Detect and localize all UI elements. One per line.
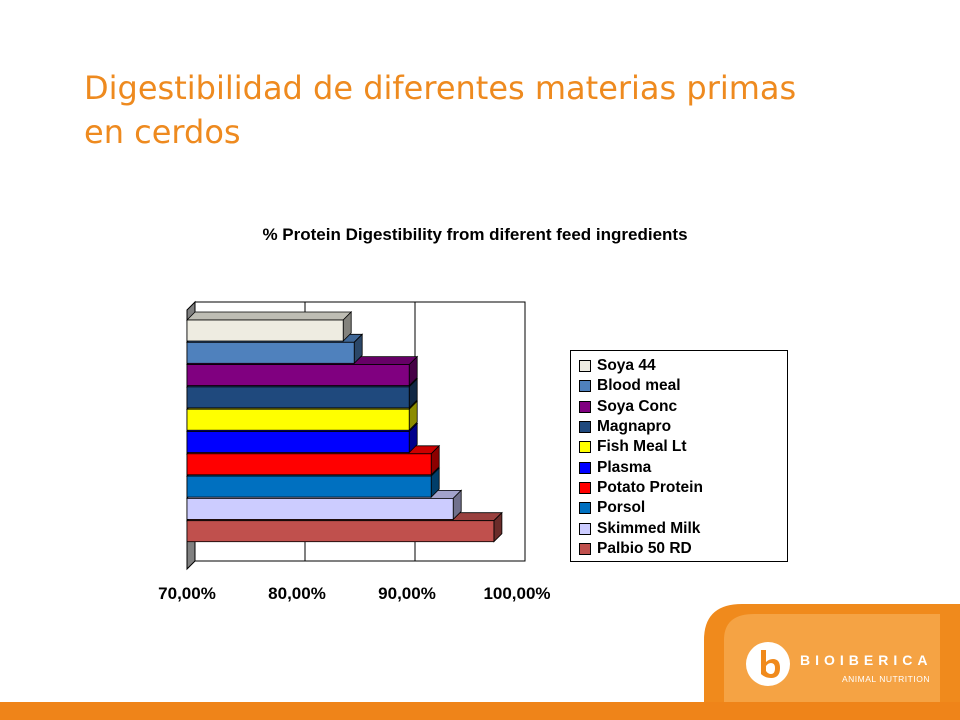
legend-item: Fish Meal Lt [579, 437, 787, 457]
x-tick-label: 80,00% [268, 584, 326, 603]
legend-item: Plasma [579, 457, 787, 477]
legend-swatch [579, 360, 591, 373]
legend-label: Soya 44 [597, 357, 656, 375]
legend-item: Blood meal [579, 376, 787, 396]
slide-title: Digestibilidad de diferentes materias pr… [84, 69, 797, 151]
legend-label: Palbio 50 RD [597, 539, 692, 557]
bar-soya-44 [186, 311, 353, 342]
bioiberica-logo-icon [746, 642, 790, 686]
legend-label: Porsol [597, 499, 646, 517]
legend: Soya 44 Blood meal Soya Conc Magnapro Fish M… [570, 350, 788, 562]
legend-swatch [579, 441, 591, 454]
bars [186, 311, 503, 543]
legend-label: Magnapro [597, 418, 672, 436]
legend-swatch [579, 400, 591, 413]
brand-subtitle: ANIMAL NUTRITION [842, 674, 930, 684]
legend-label: Skimmed Milk [597, 519, 701, 537]
legend-swatch [579, 421, 591, 434]
legend-swatch [579, 461, 591, 474]
chart-title: % Protein Digestibility from diferent fe… [262, 225, 688, 244]
x-axis: 70,00% 80,00% 90,00% 100,00% [158, 584, 550, 603]
legend-label: Soya Conc [597, 397, 678, 415]
x-tick-label: 100,00% [483, 584, 550, 603]
x-tick-label: 90,00% [378, 584, 436, 603]
legend-swatch [579, 380, 591, 393]
legend-swatch [579, 542, 591, 555]
legend-label: Fish Meal Lt [597, 438, 687, 456]
legend-item: Soya Conc [579, 397, 787, 417]
brand-name: BIOIBERICA [800, 652, 933, 668]
x-tick-label: 70,00% [158, 584, 216, 603]
legend-item: Magnapro [579, 417, 787, 437]
legend-label: Blood meal [597, 377, 681, 395]
legend-item: Palbio 50 RD [579, 539, 787, 559]
legend-label: Potato Protein [597, 478, 703, 496]
legend-swatch [579, 522, 591, 535]
legend-label: Plasma [597, 458, 652, 476]
legend-item: Skimmed Milk [579, 518, 787, 538]
legend-swatch [579, 481, 591, 494]
legend-item: Soya 44 [579, 356, 787, 376]
legend-item: Porsol [579, 498, 787, 518]
legend-swatch [579, 502, 591, 515]
legend-item: Potato Protein [579, 478, 787, 498]
